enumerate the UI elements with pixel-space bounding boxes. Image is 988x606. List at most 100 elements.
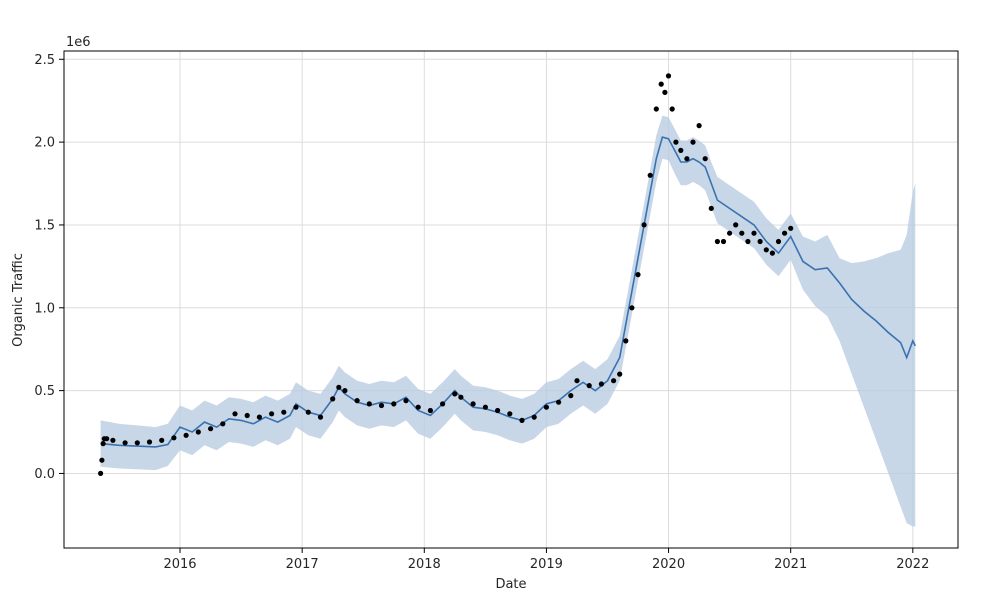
observed-point (159, 437, 165, 443)
y-axis-ticks: 0.0 0.5 1.0 1.5 2.0 2.5 (34, 53, 64, 482)
observed-point (519, 417, 525, 423)
observed-point (568, 393, 574, 399)
observed-point (134, 440, 140, 446)
observed-point (635, 272, 641, 278)
observed-point (714, 238, 721, 245)
y-tick-label: 2.0 (34, 136, 55, 151)
plot-frame (63, 50, 959, 549)
observed-point (146, 439, 153, 445)
observed-point (336, 384, 342, 390)
y-tick-label: 1.5 (34, 218, 55, 233)
observed-point (647, 172, 653, 178)
observed-point (556, 399, 562, 405)
observed-point (378, 402, 385, 409)
y-tick-label: 0.5 (34, 384, 55, 399)
observed-point (745, 238, 751, 245)
observed-point (763, 247, 769, 253)
y-tick-label: 1.0 (34, 301, 55, 316)
observed-point (598, 381, 605, 387)
observed-point (220, 421, 226, 427)
observed-point (110, 437, 116, 443)
observed-point (617, 371, 623, 377)
observed-point (611, 378, 617, 384)
observed-point (104, 436, 110, 442)
observed-point (366, 401, 372, 407)
observed-point (482, 404, 488, 410)
observed-point (403, 398, 409, 404)
observed-point (586, 383, 592, 389)
observed-point (122, 440, 128, 446)
x-axis-ticks: 2016 2017 2018 2019 2020 2021 2022 (163, 548, 929, 572)
observed-point (696, 123, 702, 129)
observed-point (293, 404, 299, 410)
observed-point (342, 388, 348, 394)
observed-point (415, 404, 421, 410)
observed-point (673, 139, 679, 145)
observed-point (574, 378, 580, 384)
observed-point (684, 156, 690, 162)
observed-point (171, 435, 177, 441)
observed-point (658, 81, 664, 87)
observed-point (244, 412, 250, 419)
y-scale-label: 1e6 (66, 35, 91, 50)
observed-point (665, 73, 672, 79)
observed-point (531, 414, 537, 420)
observed-point (195, 429, 201, 435)
y-tick-label: 2.5 (34, 53, 55, 68)
observed-point (330, 396, 336, 402)
x-tick-label: 2016 (163, 557, 196, 572)
observed-point (662, 89, 668, 95)
observed-point (653, 106, 659, 112)
x-tick-label: 2018 (408, 557, 441, 572)
x-tick-label: 2019 (530, 557, 563, 572)
observed-point (629, 305, 635, 311)
y-tick-label: 0.0 (34, 467, 55, 482)
observed-point (317, 414, 324, 420)
observed-point (458, 394, 464, 400)
observed-point (623, 338, 629, 344)
x-tick-label: 2021 (774, 557, 807, 572)
observed-point (305, 409, 311, 415)
x-axis-label: Date (495, 577, 526, 592)
observed-point (98, 470, 104, 476)
observed-point (391, 401, 397, 407)
observed-point (100, 441, 106, 447)
x-tick-label: 2020 (652, 557, 685, 572)
observed-point (208, 426, 214, 432)
observed-point (269, 411, 275, 417)
observed-point (751, 230, 757, 236)
observed-point (727, 230, 733, 236)
observed-point (99, 457, 105, 463)
observed-point (788, 225, 794, 231)
observed-point (678, 147, 684, 153)
uncertainty-band (100, 115, 916, 527)
observed-point (702, 156, 708, 162)
observed-point (440, 401, 446, 407)
observed-points (98, 73, 794, 476)
observed-point (495, 407, 501, 414)
observed-point (281, 409, 287, 415)
observed-point (733, 222, 739, 228)
y-axis-label: Organic Traffic (11, 253, 26, 347)
grid (64, 51, 958, 548)
observed-point (256, 414, 262, 420)
observed-point (690, 139, 696, 145)
observed-point (708, 205, 714, 211)
observed-point (183, 432, 189, 438)
observed-point (669, 106, 675, 112)
forecast-line (100, 136, 917, 448)
x-tick-label: 2022 (896, 557, 929, 572)
observed-point (641, 222, 647, 228)
observed-point (782, 230, 788, 236)
observed-point (507, 411, 513, 417)
observed-point (757, 238, 763, 245)
observed-point (720, 238, 727, 245)
observed-point (543, 404, 550, 410)
x-tick-label: 2017 (286, 557, 319, 572)
observed-point (470, 401, 476, 407)
observed-point (452, 391, 458, 397)
observed-point (775, 238, 782, 245)
observed-point (739, 230, 745, 236)
observed-point (232, 411, 238, 417)
observed-point (427, 407, 433, 414)
